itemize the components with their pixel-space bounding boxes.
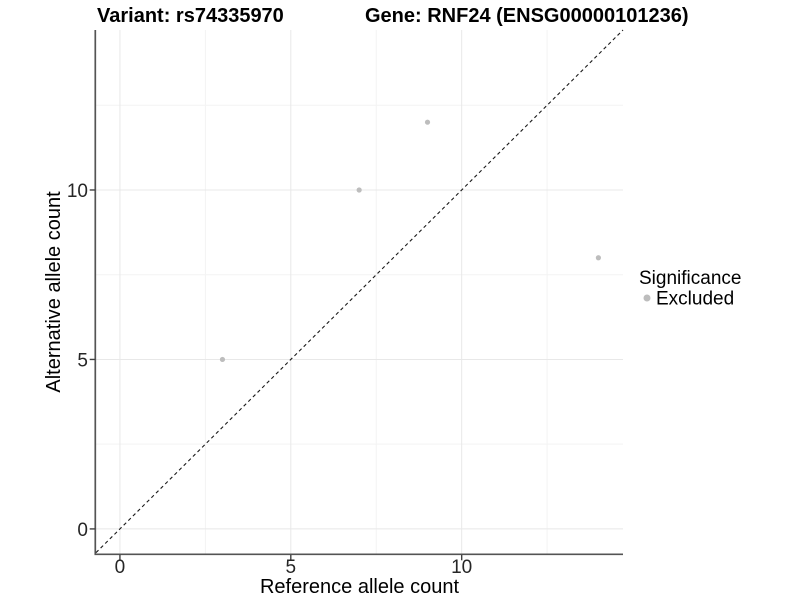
x-tick-label: 5 <box>286 557 297 578</box>
legend-title: Significance <box>639 268 741 289</box>
x-tick-label: 0 <box>115 557 126 578</box>
legend-point-icon <box>643 294 651 302</box>
y-tick-label: 10 <box>67 181 88 202</box>
y-tick-label: 5 <box>77 350 88 371</box>
x-tick-label: 10 <box>451 557 472 578</box>
legend-item-label: Excluded <box>656 289 734 310</box>
y-axis-title: Alternative allele count <box>43 191 65 393</box>
plot-title-gene: Gene: RNF24 (ENSG00000101236) <box>365 5 689 27</box>
points-layer <box>219 119 601 363</box>
identity-line <box>95 29 624 554</box>
ticks-layer <box>89 189 463 561</box>
x-tick-labels: 0 5 10 <box>115 557 473 578</box>
data-point <box>595 255 601 261</box>
plot-title-variant: Variant: rs74335970 <box>97 5 284 27</box>
data-point <box>424 119 431 125</box>
legend: Significance Excluded <box>639 268 741 310</box>
grid-layer <box>96 30 623 554</box>
y-tick-label: 0 <box>77 520 88 541</box>
y-tick-labels: 0 5 10 <box>67 181 88 541</box>
x-axis-title: Reference allele count <box>260 576 459 598</box>
data-point <box>356 187 362 193</box>
data-point <box>219 356 226 363</box>
